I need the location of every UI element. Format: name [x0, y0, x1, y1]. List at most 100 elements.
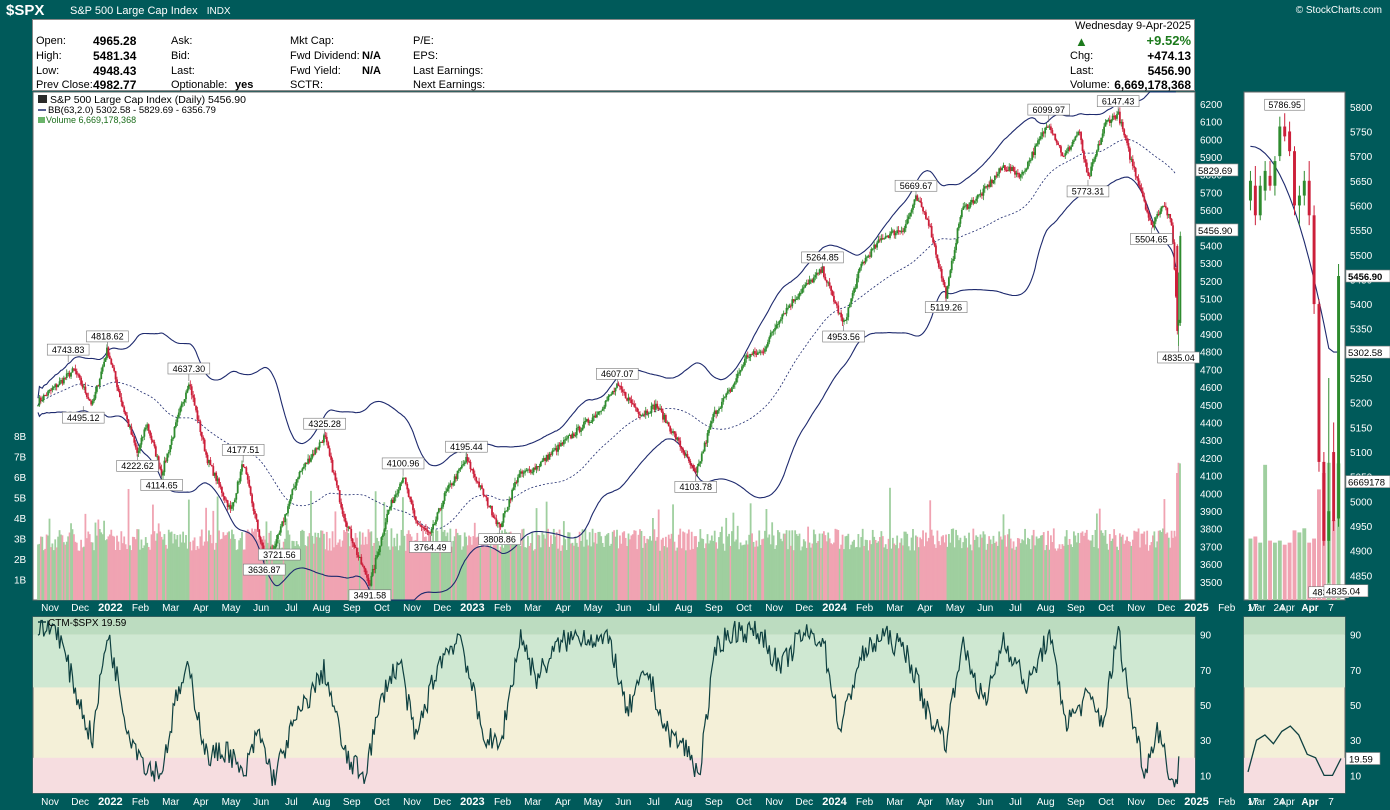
price-candle [810, 279, 812, 281]
volume-bar [937, 541, 940, 600]
price-candle [818, 269, 821, 274]
price-candle [101, 366, 104, 372]
price-candle [519, 471, 522, 474]
volume-bar [958, 540, 960, 600]
price-candle [927, 219, 930, 226]
price-candle [1062, 155, 1065, 157]
detail-price-tick: 5400 [1350, 300, 1373, 311]
volume-axis-tick: 3B [14, 535, 27, 546]
price-candle [633, 403, 636, 407]
price-candle [391, 499, 394, 503]
price-candle [472, 469, 475, 474]
price-candle [522, 472, 525, 474]
volume-bar [1077, 532, 1080, 600]
price-candle [656, 403, 659, 408]
price-candle [450, 483, 453, 486]
price-candle [499, 523, 502, 528]
open-value: 4965.28 [93, 34, 137, 48]
price-annotation: 5504.65 [1135, 234, 1168, 244]
price-candle [449, 483, 452, 485]
price-candle [891, 230, 894, 232]
price-candle [84, 386, 87, 393]
price-candle [196, 410, 199, 420]
volume-bar [900, 538, 903, 600]
volume-label: Volume: [1070, 79, 1110, 91]
volume-bar [344, 531, 347, 600]
x-axis-label: Apr [193, 603, 209, 614]
price-candle [1088, 175, 1091, 177]
volume-bar [851, 541, 854, 600]
volume-bar [466, 545, 469, 600]
price-candle [666, 422, 669, 424]
price-candle [495, 518, 498, 525]
price-candle [568, 435, 571, 437]
volume-bar [1050, 535, 1052, 600]
volume-bar [558, 529, 561, 600]
price-candle [902, 230, 904, 232]
x-axis-label: Jun [615, 603, 631, 614]
price-candle [48, 389, 51, 392]
price-candle [1078, 131, 1081, 133]
volume-bar [992, 535, 995, 600]
volume-bar [196, 546, 199, 600]
price-right-label: 5456.90 [1198, 226, 1232, 237]
price-candle [325, 436, 328, 443]
detail-volume-bar [1317, 489, 1321, 600]
price-candle [42, 395, 45, 401]
price-candle [531, 472, 534, 474]
volume-bar [209, 534, 212, 600]
price-candle [594, 415, 597, 418]
price-candle [236, 481, 239, 494]
volume-bar [525, 547, 528, 600]
detail-candle [1273, 161, 1277, 186]
price-candle [504, 511, 506, 514]
volume-bar [205, 507, 207, 600]
volume-bar [1080, 532, 1082, 600]
volume-bar [85, 538, 88, 600]
volume-bar [376, 537, 378, 600]
volume-bar [404, 550, 407, 600]
price-candle [126, 415, 128, 420]
volume-bar [787, 549, 789, 600]
price-candle [1152, 224, 1154, 228]
volume-bar [386, 530, 389, 600]
price-candle [535, 466, 538, 470]
volume-bar [427, 533, 430, 600]
price-candle [1167, 214, 1170, 216]
price-candle [607, 395, 610, 401]
x-axis-label: Nov [41, 603, 59, 614]
volume-bar [798, 533, 801, 600]
volume-bar [831, 544, 834, 600]
volume-bar [340, 546, 343, 600]
volume-bar [818, 533, 821, 600]
volume-bar [528, 545, 531, 600]
volume-bar [157, 523, 160, 600]
volume-bar [88, 534, 91, 600]
price-candle [828, 282, 831, 286]
price-candle [506, 507, 509, 511]
price-chart: 4743.834818.624495.124222.624114.654637.… [14, 91, 1295, 614]
ctm-x-axis-label: Dec [1157, 797, 1175, 808]
price-candle [146, 424, 149, 428]
volume-bar [554, 536, 557, 600]
low-value: 4948.43 [93, 64, 137, 78]
price-candle [660, 408, 663, 412]
price-candle [446, 488, 449, 492]
price-candle [1100, 137, 1103, 145]
price-candle [670, 431, 673, 433]
volume-bar [295, 541, 298, 600]
annotation-box [167, 362, 211, 375]
detail-price-tick: 4850 [1350, 571, 1373, 582]
price-candle [534, 467, 537, 470]
price-candle [663, 415, 666, 420]
volume-bar [867, 550, 870, 600]
price-annotation: 5773.31 [1072, 187, 1105, 197]
price-candle [347, 527, 350, 529]
price-candle [756, 352, 759, 355]
price-candle [624, 392, 627, 399]
volume-bar [291, 540, 294, 600]
price-candle [74, 368, 77, 372]
ctm-x-axis-label: Jun [977, 797, 993, 808]
detail-candle [1283, 126, 1287, 137]
volume-bar [1081, 531, 1084, 600]
